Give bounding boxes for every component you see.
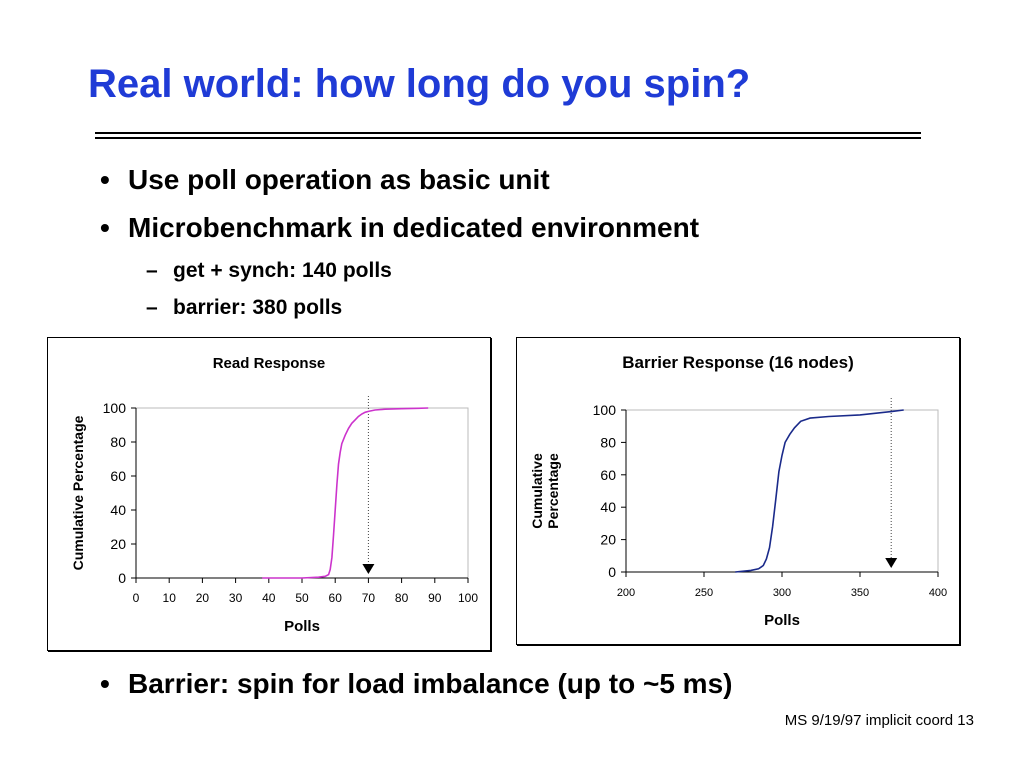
x-tick-label: 40 [262,591,276,605]
y-tick-label: 60 [110,468,126,484]
read-response-chart-panel: Read Response 0 20 40 60 80 100 0 10 20 30 40 50 60 70… [47,337,491,651]
y-tick-label: 0 [118,570,126,586]
x-tick-label: 100 [458,591,478,605]
y-tick-label: 100 [103,400,127,416]
bullet-3-text: Barrier: spin for load imbalance (up to … [128,668,733,699]
x-axis-label: Polls [764,612,800,629]
title-rule-bottom [95,137,921,139]
x-tick-label: 200 [617,587,635,599]
y-tick-label: 40 [110,502,126,518]
y-axis-label: CumulativePercentage [529,453,561,529]
y-tick-label: 80 [110,434,126,450]
bullet-1-glyph: • [100,164,110,195]
sub-bullet-2-text: barrier: 380 polls [173,296,343,319]
x-tick-label: 300 [773,587,791,599]
title-rule-top [95,132,921,134]
y-tick-label: 20 [600,532,616,548]
sub-bullet-1-glyph: – [146,259,158,282]
bullet-2-text: Microbenchmark in dedicated environment [128,212,700,243]
x-tick-label: 400 [929,587,947,599]
y-axis-label-line: Cumulative Percentage [70,415,86,570]
y-axis-label-line: Cumulative [529,453,545,529]
x-tick-label: 60 [329,591,343,605]
x-tick-label: 80 [395,591,409,605]
x-tick-label: 50 [295,591,309,605]
x-tick-label: 350 [851,587,869,599]
y-tick-label: 100 [593,402,617,418]
read-response-chart: Read Response 0 20 40 60 80 100 0 10 20 30 40 50 60 70… [70,355,478,635]
sub-bullet-2-glyph: – [146,296,158,319]
sub-bullet-1-text: get + synch: 140 polls [173,259,392,282]
sub-bullet-2: – barrier: 380 polls [146,296,342,320]
bullet-2-glyph: • [100,212,110,243]
x-tick-label: 70 [362,591,376,605]
x-tick-label: 10 [163,591,177,605]
y-tick-label: 60 [600,467,616,483]
x-tick-label: 20 [196,591,210,605]
barrier-response-chart: Barrier Response (16 nodes) 0 20 40 60 80 100 2… [529,353,947,629]
x-tick-label: 250 [695,587,713,599]
x-tick-label: 90 [428,591,442,605]
y-axis-label-line: Percentage [545,453,561,529]
y-axis-label: Cumulative Percentage [70,415,86,570]
barrier-response-chart-panel: Barrier Response (16 nodes) 0 20 40 60 80 100 2… [516,337,960,645]
bullet-1: • Use poll operation as basic unit [100,164,550,196]
marker-arrow [885,558,898,568]
x-axis-label: Polls [284,618,320,635]
chart-title: Barrier Response (16 nodes) [622,353,853,372]
series-line [262,407,429,579]
series-line [735,409,904,573]
marker-arrow [362,564,375,574]
bullet-3: • Barrier: spin for load imbalance (up to… [100,668,732,700]
plot-area [135,407,469,579]
y-tick-label: 0 [608,564,616,580]
y-tick-label: 80 [600,434,616,450]
sub-bullet-1: – get + synch: 140 polls [146,259,392,283]
x-tick-label: 30 [229,591,243,605]
bullet-3-glyph: • [100,668,110,699]
x-tick-label: 0 [133,591,140,605]
slide-footer: MS 9/19/97 implicit coord 13 [784,712,974,729]
bullet-1-text: Use poll operation as basic unit [128,164,550,195]
y-tick-label: 20 [110,536,126,552]
bullet-2: • Microbenchmark in dedicated environment [100,212,699,244]
y-tick-label: 40 [600,499,616,515]
chart-title: Read Response [213,355,326,372]
slide-title: Real world: how long do you spin? [88,62,751,106]
